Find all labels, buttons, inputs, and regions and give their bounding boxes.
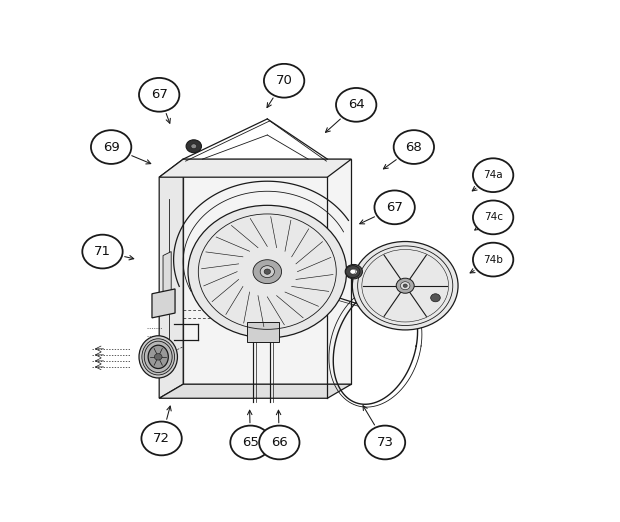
Polygon shape [159,159,352,177]
Circle shape [188,205,347,338]
Circle shape [401,282,410,290]
Text: 74a: 74a [484,170,503,180]
Circle shape [374,191,415,224]
Circle shape [336,88,376,122]
Circle shape [473,158,513,192]
Text: eReplacementParts.com: eReplacementParts.com [186,268,373,283]
Circle shape [350,269,356,274]
Polygon shape [159,159,184,398]
Ellipse shape [142,339,175,375]
Text: 74b: 74b [483,255,503,265]
Circle shape [396,278,414,293]
Polygon shape [163,252,171,296]
Circle shape [394,130,434,164]
Polygon shape [184,159,352,384]
Circle shape [260,266,275,278]
Text: 71: 71 [94,245,111,258]
Text: 66: 66 [271,436,288,449]
Circle shape [473,243,513,277]
Polygon shape [152,289,175,318]
Circle shape [431,294,440,302]
Text: 69: 69 [103,140,120,153]
Text: 68: 68 [405,140,422,153]
Circle shape [230,425,271,459]
Circle shape [345,265,363,279]
Ellipse shape [139,336,177,378]
Circle shape [186,140,202,152]
Circle shape [82,235,123,268]
Circle shape [264,269,270,274]
Polygon shape [159,384,352,398]
Circle shape [191,144,197,149]
Text: 64: 64 [348,98,365,111]
Circle shape [141,422,182,455]
Text: 65: 65 [242,436,259,449]
Circle shape [253,260,281,283]
Circle shape [473,200,513,234]
Ellipse shape [148,345,168,369]
Circle shape [350,269,357,275]
Circle shape [259,425,299,459]
Circle shape [91,130,131,164]
Text: 70: 70 [276,74,293,87]
Ellipse shape [144,341,172,373]
Text: 73: 73 [376,436,394,449]
Text: 67: 67 [386,201,403,214]
Circle shape [352,242,458,330]
Text: 74c: 74c [484,212,503,222]
Circle shape [154,353,162,360]
Text: 67: 67 [151,88,167,101]
Circle shape [345,266,360,278]
Circle shape [403,284,407,288]
Polygon shape [247,322,280,342]
Circle shape [139,78,179,112]
Circle shape [365,425,405,459]
Text: 72: 72 [153,432,170,445]
Circle shape [264,64,304,98]
